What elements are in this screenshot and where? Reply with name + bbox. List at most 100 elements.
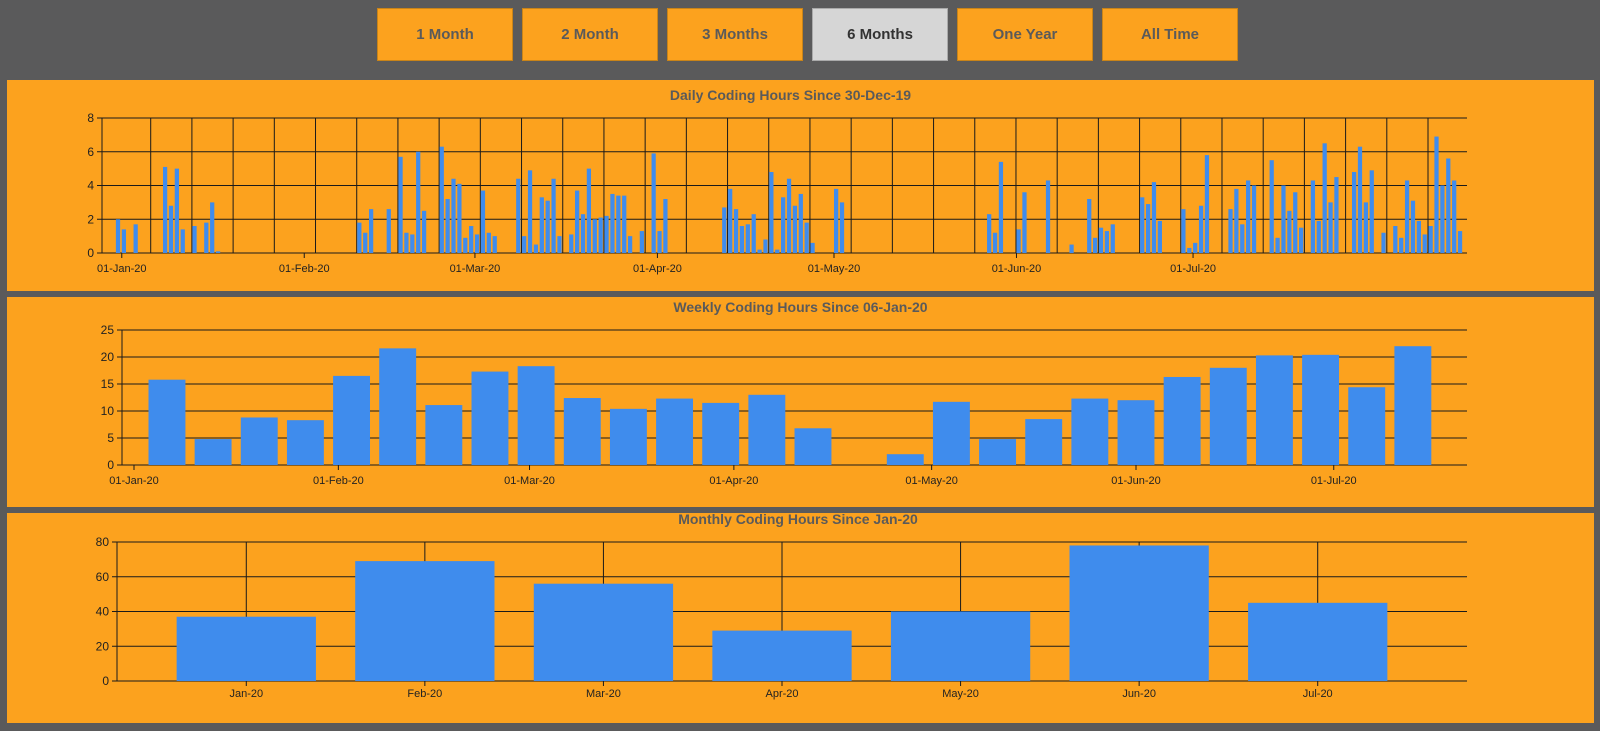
weekly-bar xyxy=(194,439,232,465)
monthly-bar xyxy=(176,616,316,681)
x-tick-label: Mar-20 xyxy=(586,688,621,700)
weekly-bar xyxy=(1302,354,1340,465)
daily-bar xyxy=(1293,192,1298,253)
daily-bar xyxy=(1234,188,1239,253)
y-tick-label: 8 xyxy=(87,111,94,125)
daily-bar xyxy=(575,190,580,253)
daily-bar xyxy=(115,219,121,253)
daily-bar xyxy=(1092,237,1098,253)
daily-bar xyxy=(533,244,539,253)
daily-bar xyxy=(410,234,415,253)
daily-bar xyxy=(1087,199,1092,253)
daily-bar xyxy=(457,183,462,253)
daily-bar xyxy=(1393,226,1398,253)
y-tick-label: 40 xyxy=(96,605,110,619)
daily-bar xyxy=(557,236,562,253)
daily-bar xyxy=(1187,247,1192,253)
daily-bar xyxy=(1181,209,1186,253)
daily-bar xyxy=(210,202,215,253)
weekly-bar xyxy=(794,428,832,465)
weekly-hours-chart: Weekly Coding Hours Since 06-Jan-20 0 5 10 1… xyxy=(101,299,1467,487)
daily-bar xyxy=(775,249,780,253)
daily-bar xyxy=(1316,220,1321,253)
weekly-bar xyxy=(979,439,1017,465)
daily-bar xyxy=(592,219,597,253)
daily-bar xyxy=(133,224,138,253)
daily-bar xyxy=(527,170,533,253)
y-tick-label: 80 xyxy=(96,535,110,549)
weekly-bar xyxy=(517,366,555,465)
daily-bar xyxy=(162,166,168,253)
daily-bar xyxy=(1328,202,1333,253)
daily-bar xyxy=(398,156,403,253)
daily-bar xyxy=(781,197,786,253)
daily-bar xyxy=(416,151,421,253)
daily-bar xyxy=(368,209,374,253)
daily-bar xyxy=(469,226,474,253)
chart-title: Daily Coding Hours Since 30-Dec-19 xyxy=(670,87,911,103)
chart-title: Monthly Coding Hours Since Jan-20 xyxy=(678,513,918,527)
daily-bar xyxy=(439,146,444,253)
daily-bar xyxy=(204,222,209,253)
daily-bar xyxy=(728,188,733,253)
daily-bar xyxy=(769,172,774,253)
x-tick-label: Feb-20 xyxy=(407,688,442,700)
y-tick-label: 10 xyxy=(101,404,115,418)
daily-bar xyxy=(1151,182,1157,253)
daily-bar xyxy=(1281,185,1286,253)
daily-bar xyxy=(1351,172,1357,253)
range-button-2-month[interactable]: 2 Month xyxy=(522,8,658,61)
daily-bar xyxy=(1416,220,1421,253)
daily-bar xyxy=(357,222,362,253)
daily-bar xyxy=(798,193,803,253)
daily-bar xyxy=(763,239,768,253)
daily-bar xyxy=(1369,170,1374,253)
weekly-bar xyxy=(471,371,509,465)
daily-bar xyxy=(386,209,391,253)
monthly-bar xyxy=(533,583,674,681)
daily-bar xyxy=(569,234,574,253)
daily-bar xyxy=(1299,227,1304,253)
range-button-one-year[interactable]: One Year xyxy=(957,8,1093,61)
daily-bar xyxy=(804,222,809,253)
daily-bar xyxy=(1098,227,1104,253)
daily-bar xyxy=(745,224,750,253)
daily-bar xyxy=(1145,204,1151,253)
daily-bar xyxy=(792,205,798,253)
monthly-bar xyxy=(355,561,495,681)
monthly-hours-chart-panel: Monthly Coding Hours Since Jan-20 0 20 40 60… xyxy=(7,513,1594,723)
weekly-hours-chart-panel: Weekly Coding Hours Since 06-Jan-20 0 5 10 1… xyxy=(7,297,1594,507)
x-tick-label: 01-Jun-20 xyxy=(992,263,1042,275)
x-tick-label: Jan-20 xyxy=(229,688,263,700)
daily-bar xyxy=(1104,231,1110,253)
weekly-bar xyxy=(702,402,740,465)
daily-bar xyxy=(1287,210,1292,253)
range-button-1-month[interactable]: 1 Month xyxy=(377,8,513,61)
range-button-3-months[interactable]: 3 Months xyxy=(667,8,803,61)
daily-bar xyxy=(1140,197,1145,253)
daily-bar xyxy=(1045,180,1051,253)
daily-bar xyxy=(1228,209,1233,253)
daily-bar xyxy=(992,232,998,253)
x-tick-label: 01-Jan-20 xyxy=(97,263,147,275)
y-tick-label: 2 xyxy=(87,212,94,226)
daily-bar xyxy=(651,153,656,253)
weekly-bar xyxy=(748,394,786,465)
range-button-all-time[interactable]: All Time xyxy=(1102,8,1238,61)
daily-bar xyxy=(987,214,992,253)
range-button-6-months[interactable]: 6 Months xyxy=(812,8,948,61)
daily-bar xyxy=(1275,237,1280,253)
daily-bar xyxy=(1069,244,1074,253)
x-tick-label: 01-May-20 xyxy=(905,475,958,487)
weekly-bar xyxy=(379,348,417,465)
y-tick-label: 20 xyxy=(96,639,110,653)
y-tick-label: 5 xyxy=(107,431,114,445)
daily-bar xyxy=(539,197,544,253)
daily-bar xyxy=(1357,146,1363,253)
y-tick-label: 25 xyxy=(101,323,115,337)
x-tick-label: 01-Mar-20 xyxy=(450,263,501,275)
x-tick-label: 01-Mar-20 xyxy=(504,475,555,487)
daily-bar xyxy=(1240,224,1245,253)
daily-bar xyxy=(451,178,456,253)
weekly-bar xyxy=(1163,376,1201,465)
